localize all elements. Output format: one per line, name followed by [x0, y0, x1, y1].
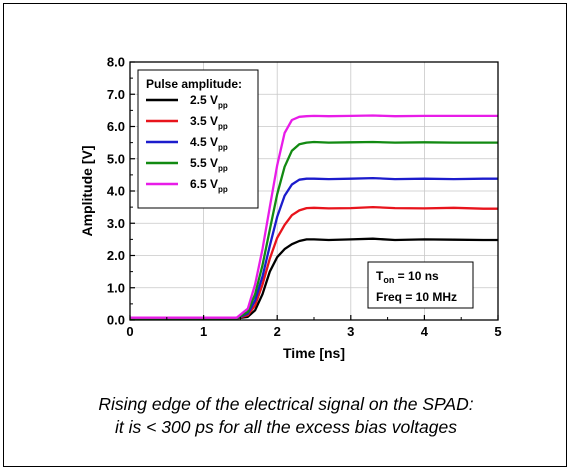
- annotation-ton: Ton = 10 ns: [376, 269, 439, 285]
- y-tick-label: 3.0: [107, 216, 125, 231]
- series-line-5: [130, 114, 498, 319]
- x-tick-label: 0: [126, 324, 133, 339]
- y-tick-label: 8.0: [107, 55, 125, 70]
- x-tick-label: 2: [274, 324, 281, 339]
- series-line-4: [130, 140, 498, 320]
- x-tick-label: 5: [494, 324, 501, 339]
- annotation: Ton = 10 ns Freq = 10 MHz: [367, 261, 474, 309]
- series-line-2: [130, 205, 498, 320]
- x-tick-label: 4: [421, 324, 429, 339]
- y-tick-label: 0.0: [107, 313, 125, 328]
- y-axis-label: Amplitude [V]: [79, 146, 95, 237]
- y-tick-label: 1.0: [107, 280, 125, 295]
- legend: Pulse amplitude: 2.5 Vpp 3.5 Vpp 4.5 Vpp 5.…: [137, 69, 259, 209]
- annotation-freq: Freq = 10 MHz: [376, 290, 457, 304]
- caption-line-2: it is < 300 ps for all the excess bias v…: [115, 417, 457, 437]
- x-tick-label: 3: [347, 324, 354, 339]
- legend-label: 6.5 Vpp: [190, 177, 228, 194]
- legend-label: 3.5 Vpp: [190, 114, 228, 131]
- y-tick-label: 4.0: [107, 184, 125, 199]
- series-layer: [130, 114, 498, 320]
- ticks: 0 1 2 3 4 5 0.0 1.0 2.0 3.0 4.0 5.0 6.0 7.0 8.0: [107, 55, 502, 340]
- y-tick-label: 2.0: [107, 248, 125, 263]
- annotation-ton-base: T: [376, 269, 384, 283]
- series-line-1: [130, 237, 498, 320]
- legend-label: 4.5 Vpp: [190, 135, 228, 152]
- figure-frame: [3, 3, 567, 467]
- legend-title: Pulse amplitude:: [146, 77, 242, 91]
- series-line-3: [130, 176, 498, 320]
- legend-entries: 2.5 Vpp 3.5 Vpp 4.5 Vpp 5.5 Vpp 6.5 Vpp: [146, 93, 228, 194]
- caption-line-1: Rising edge of the electrical signal on …: [98, 394, 474, 414]
- y-tick-label: 7.0: [107, 87, 125, 102]
- y-tick-label: 5.0: [107, 151, 125, 166]
- annotation-ton-rest: = 10 ns: [394, 269, 439, 283]
- annotation-box: [367, 261, 474, 309]
- y-tick-label: 6.0: [107, 119, 125, 134]
- x-tick-label: 1: [200, 324, 207, 339]
- annotation-ton-sub: on: [383, 275, 394, 285]
- legend-label: 5.5 Vpp: [190, 156, 228, 173]
- x-axis-label: Time [ns]: [283, 345, 345, 361]
- legend-label: 2.5 Vpp: [190, 93, 228, 110]
